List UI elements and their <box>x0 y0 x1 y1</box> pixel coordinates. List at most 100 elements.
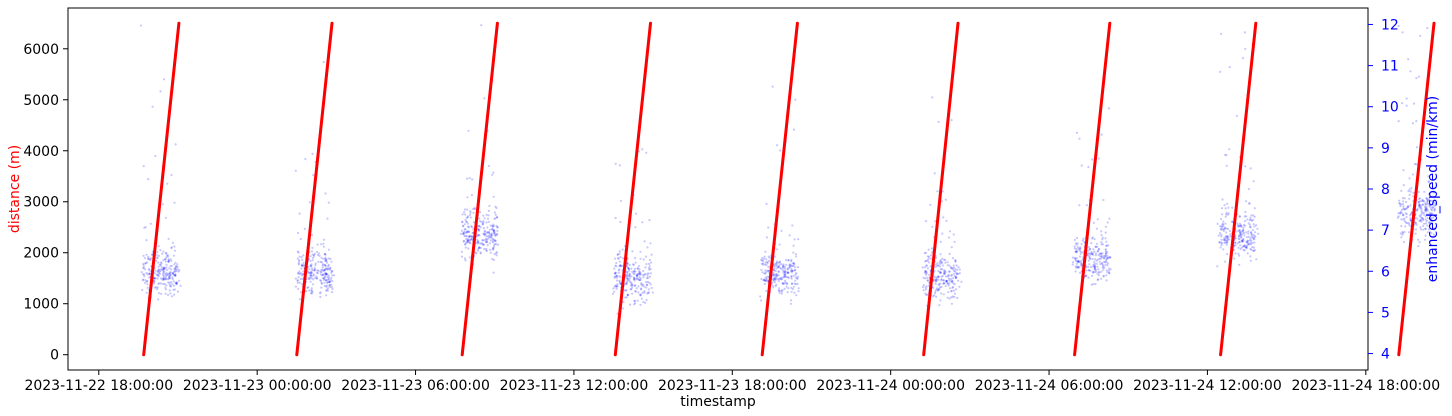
speed-point <box>1252 223 1255 226</box>
speed-point <box>1227 206 1230 209</box>
speed-point <box>795 294 798 297</box>
speed-point <box>173 245 176 248</box>
speed-point <box>786 267 789 270</box>
speed-point <box>625 283 628 286</box>
speed-point <box>464 228 467 231</box>
speed-point <box>616 276 619 279</box>
speed-point <box>1433 207 1436 210</box>
speed-point <box>1423 222 1426 225</box>
speed-point <box>1088 252 1091 255</box>
speed-point <box>792 285 796 288</box>
speed-point <box>325 294 328 297</box>
speed-point <box>1097 274 1100 277</box>
speed-point <box>630 281 633 284</box>
speed-point <box>797 287 800 290</box>
y-axis-left-label: distance (m) <box>7 145 23 233</box>
speed-point <box>1253 215 1256 218</box>
speed-point <box>615 275 618 278</box>
speed-point <box>616 253 619 256</box>
speed-point <box>309 270 312 273</box>
speed-point <box>797 290 800 293</box>
speed-point <box>1253 237 1256 240</box>
speed-point <box>950 289 953 292</box>
speed-point <box>954 258 957 262</box>
speed-point <box>483 232 486 235</box>
speed-point <box>650 286 653 290</box>
speed-point <box>1091 258 1094 261</box>
speed-point <box>765 263 768 266</box>
speed-point <box>1418 202 1421 205</box>
speed-point <box>1429 222 1432 225</box>
speed-point <box>300 256 303 259</box>
speed-point <box>613 267 616 270</box>
speed-point <box>938 270 941 273</box>
speed-point <box>1219 217 1222 221</box>
speed-point <box>1402 207 1405 210</box>
speed-point <box>760 258 763 261</box>
speed-point <box>795 255 798 258</box>
speed-point <box>642 269 645 273</box>
speed-point <box>147 255 150 258</box>
speed-point <box>788 266 791 269</box>
speed-point <box>1424 208 1427 212</box>
speed-point <box>320 269 323 272</box>
speed-point <box>1227 212 1230 215</box>
speed-point <box>325 261 329 264</box>
speed-point <box>487 209 490 212</box>
speed-point <box>943 282 946 285</box>
speed-point <box>488 228 491 231</box>
speed-point <box>1432 233 1436 236</box>
speed-point <box>641 274 645 277</box>
speed-point <box>643 290 646 293</box>
speed-point <box>948 287 952 290</box>
speed-point <box>628 263 631 267</box>
speed-point <box>468 239 471 242</box>
speed-point <box>1075 257 1079 260</box>
speed-point <box>763 282 767 286</box>
speed-point <box>613 285 616 288</box>
speed-point <box>646 283 649 287</box>
speed-point <box>939 259 942 262</box>
speed-point <box>1240 235 1243 238</box>
speed-point <box>1405 200 1408 204</box>
speed-point <box>1239 224 1242 227</box>
speed-point <box>949 280 953 283</box>
speed-point <box>1220 244 1223 247</box>
speed-point <box>788 234 791 237</box>
speed-point <box>787 259 790 262</box>
y-axis-right-label: enhanced_speed (min/km) <box>1425 96 1441 283</box>
speed-point <box>1221 228 1224 231</box>
speed-point <box>772 278 775 281</box>
speed-point <box>946 264 949 267</box>
speed-point <box>179 284 182 287</box>
speed-point <box>297 287 300 290</box>
speed-point <box>943 272 946 275</box>
speed-point <box>484 232 487 235</box>
speed-point <box>1434 227 1437 230</box>
speed-point <box>777 261 780 264</box>
speed-point <box>647 291 650 294</box>
speed-point <box>159 261 163 264</box>
speed-point <box>467 129 470 132</box>
speed-point <box>614 284 617 287</box>
speed-point <box>296 250 299 253</box>
speed-point <box>1431 216 1434 219</box>
speed-point <box>493 217 496 220</box>
speed-point <box>313 266 316 270</box>
speed-point <box>1402 205 1405 208</box>
speed-point <box>1405 213 1408 216</box>
speed-point <box>1405 207 1408 210</box>
speed-point <box>1420 217 1423 220</box>
speed-point <box>767 269 770 272</box>
speed-point <box>946 261 949 264</box>
speed-point <box>950 296 953 299</box>
speed-point <box>309 280 312 283</box>
speed-point <box>166 273 169 276</box>
speed-point <box>1106 254 1109 257</box>
speed-point <box>1221 198 1224 201</box>
speed-point <box>927 255 931 258</box>
speed-point <box>1253 225 1256 228</box>
speed-point <box>311 269 314 272</box>
distance-run-8 <box>1219 21 1258 357</box>
speed-point <box>1101 256 1104 259</box>
